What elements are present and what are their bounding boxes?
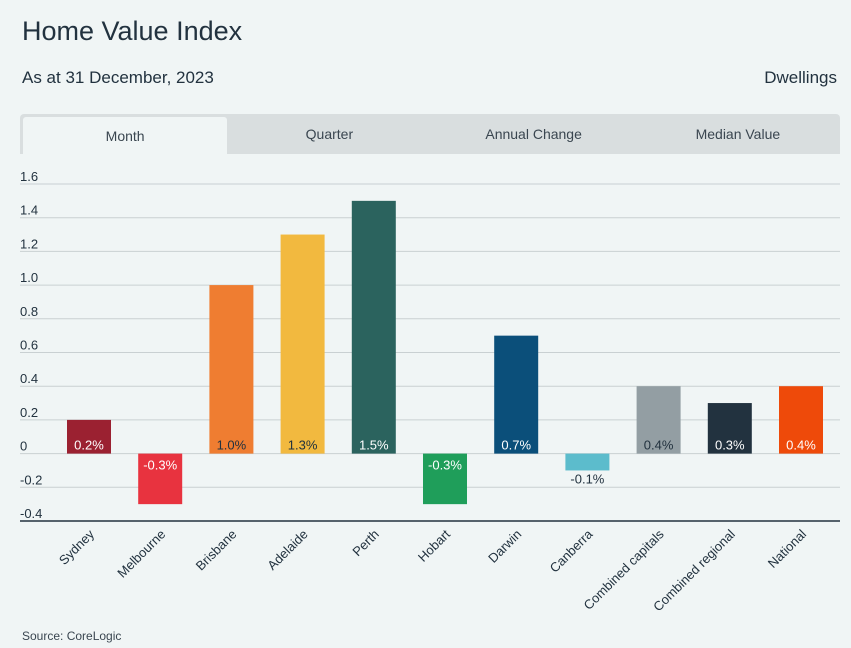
y-tick-label: 0.4 [20,371,38,386]
data-label: 0.4% [786,438,816,453]
y-tick-label: 1.2 [20,236,38,251]
data-label: -0.1% [570,472,604,487]
tab-month[interactable]: Month [23,117,228,154]
y-tick-label: 0 [20,439,27,454]
y-tick-label: 0.8 [20,304,38,319]
bar-adelaide [280,234,325,454]
x-tick-label: Perth [349,527,382,560]
date-subtitle: As at 31 December, 2023 [22,68,214,87]
data-label: -0.3% [428,458,462,473]
tab-bar: Month Quarter Annual Change Median Value [20,114,840,154]
bar-melbourne [138,453,183,505]
y-tick-label: 0.6 [20,338,38,353]
data-label: 1.0% [217,438,247,453]
data-label: 0.4% [644,438,674,453]
bar-darwin [494,335,539,454]
data-label: 1.5% [359,438,389,453]
bar-brisbane [209,285,254,454]
tab-median-value[interactable]: Median Value [695,126,781,142]
tab-annual-change[interactable]: Annual Change [485,126,582,142]
x-tick-label: Brisbane [193,527,240,574]
y-tick-label: 1.4 [20,203,38,218]
property-type-label: Dwellings [764,68,837,87]
x-tick-label: Adelaide [264,527,310,573]
y-tick-label: -0.4 [20,506,42,521]
data-label: 1.3% [288,438,318,453]
data-label: 0.7% [501,438,531,453]
x-tick-label: Canberra [547,526,596,575]
source-note: Source: CoreLogic [22,629,122,643]
y-tick-label: -0.2 [20,472,42,487]
x-tick-label: Hobart [415,526,453,564]
bar-hobart [423,453,467,505]
bar-canberra [565,453,610,471]
y-tick-label: 1.6 [20,169,38,184]
y-tick-label: 0.2 [20,405,38,420]
bar-chart: 1.6 1.4 1.2 1.0 0.8 0.6 0.4 0.2 0 -0.2 -0.4 0.2% Syd… [20,169,840,614]
data-label: -0.3% [143,458,177,473]
bar-combined-capitals [636,386,681,454]
bar-perth [351,200,396,454]
bar-sydney [67,419,111,454]
data-label: 0.2% [74,438,104,453]
x-tick-label: National [765,526,809,570]
bar-national [779,386,823,454]
x-tick-label: Melbourne [114,527,168,581]
page-title: Home Value Index [22,16,243,46]
x-tick-label: Sydney [56,526,98,568]
bar-combined-regional [707,403,752,454]
data-label: 0.3% [715,438,745,453]
y-tick-label: 1.0 [20,270,38,285]
x-tick-label: Darwin [485,527,524,566]
tab-quarter[interactable]: Quarter [305,126,354,142]
